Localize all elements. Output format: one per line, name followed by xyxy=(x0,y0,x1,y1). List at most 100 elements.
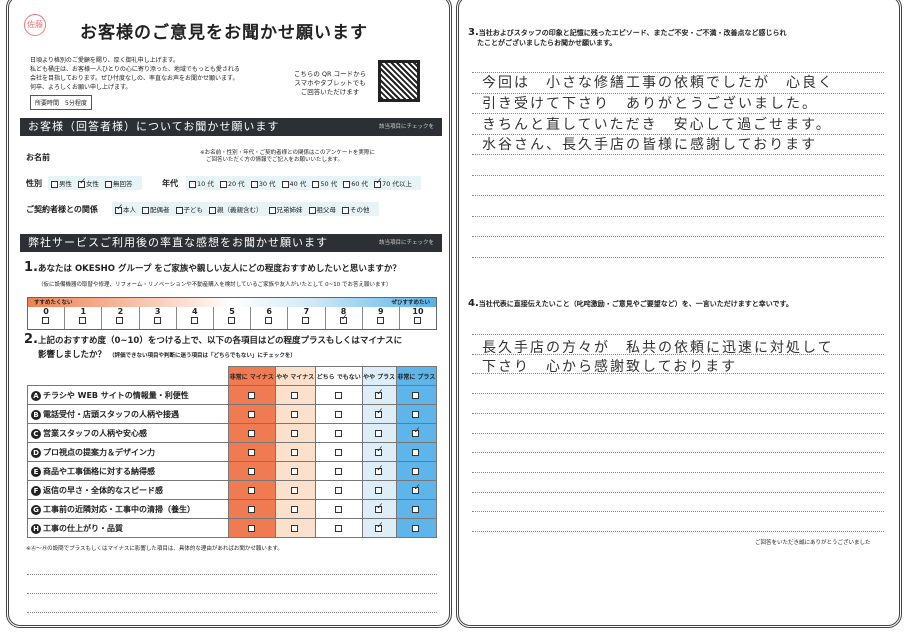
checkbox[interactable] xyxy=(375,388,384,399)
answer-line[interactable] xyxy=(472,195,884,196)
checkbox[interactable] xyxy=(175,206,183,214)
checkbox[interactable] xyxy=(281,180,289,188)
checkbox[interactable] xyxy=(42,317,50,324)
answer-line[interactable] xyxy=(472,92,884,94)
option-4[interactable]: 50 代 xyxy=(312,180,337,188)
checkbox[interactable] xyxy=(219,180,227,188)
checkbox[interactable] xyxy=(250,180,258,188)
option-6[interactable]: 70 代以上 xyxy=(374,177,412,188)
checkbox[interactable] xyxy=(375,407,384,418)
comment-line[interactable] xyxy=(27,612,437,613)
checkbox[interactable] xyxy=(334,448,342,456)
checkbox[interactable] xyxy=(247,486,255,494)
rating-cell[interactable] xyxy=(361,423,397,443)
comment-line[interactable] xyxy=(27,593,437,594)
scale-option-4[interactable]: 4 xyxy=(175,307,213,329)
checkbox[interactable] xyxy=(228,317,236,324)
rating-cell[interactable] xyxy=(228,404,276,424)
checkbox[interactable] xyxy=(247,391,255,399)
answer-line[interactable] xyxy=(472,256,884,258)
option-5[interactable]: 祖父母 xyxy=(308,206,336,214)
rating-cell[interactable] xyxy=(228,499,276,519)
checkbox[interactable] xyxy=(291,429,299,437)
answer-line[interactable] xyxy=(472,432,884,434)
checkbox[interactable] xyxy=(78,177,87,188)
checkbox[interactable] xyxy=(375,464,384,475)
scale-option-3[interactable]: 3 xyxy=(138,307,176,329)
option-2[interactable]: 子ども xyxy=(175,206,203,214)
checkbox[interactable] xyxy=(312,180,320,188)
checkbox[interactable] xyxy=(51,180,58,188)
checkbox[interactable] xyxy=(412,426,421,437)
checkbox[interactable] xyxy=(247,467,255,475)
checkbox[interactable] xyxy=(247,524,255,532)
answer-line[interactable] xyxy=(472,491,884,493)
checkbox[interactable] xyxy=(412,505,420,513)
checkbox[interactable] xyxy=(302,317,310,324)
rating-cell[interactable] xyxy=(361,442,397,462)
scale-option-1[interactable]: 1 xyxy=(64,307,101,329)
rating-cell[interactable] xyxy=(228,423,276,443)
checkbox[interactable] xyxy=(343,180,351,188)
rating-cell[interactable] xyxy=(228,385,276,405)
rating-cell[interactable] xyxy=(395,480,438,500)
checkbox[interactable] xyxy=(247,410,255,418)
rating-cell[interactable] xyxy=(314,404,363,424)
checkbox[interactable] xyxy=(308,206,316,214)
checkbox[interactable] xyxy=(265,317,273,324)
answer-line[interactable] xyxy=(472,174,884,176)
checkbox[interactable] xyxy=(291,467,299,475)
rating-cell[interactable] xyxy=(274,518,316,538)
rating-cell[interactable] xyxy=(274,423,316,443)
answer-line[interactable] xyxy=(472,452,884,454)
answer-line[interactable] xyxy=(472,471,884,473)
checkbox[interactable] xyxy=(413,317,421,324)
option-1[interactable]: 20 代 xyxy=(219,180,245,188)
checkbox[interactable] xyxy=(105,180,112,188)
scale-option-2[interactable]: 2 xyxy=(101,307,138,329)
rating-cell[interactable] xyxy=(395,385,438,405)
rating-cell[interactable] xyxy=(314,499,363,519)
rating-cell[interactable] xyxy=(314,423,363,443)
rating-cell[interactable] xyxy=(274,499,316,519)
checkbox[interactable] xyxy=(334,467,342,475)
checkbox[interactable] xyxy=(291,448,299,456)
rating-cell[interactable] xyxy=(314,461,363,481)
scale-option-0[interactable]: 0 xyxy=(28,307,64,329)
rating-cell[interactable] xyxy=(361,518,397,538)
checkbox[interactable] xyxy=(412,483,421,494)
rating-cell[interactable] xyxy=(314,480,363,500)
checkbox[interactable] xyxy=(142,206,149,214)
answer-line[interactable] xyxy=(472,113,884,114)
rating-cell[interactable] xyxy=(228,480,276,500)
answer-line[interactable] xyxy=(472,353,884,355)
checkbox[interactable] xyxy=(153,317,161,324)
option-4[interactable]: 兄弟姉妹 xyxy=(268,206,303,214)
rating-cell[interactable] xyxy=(395,499,438,519)
checkbox[interactable] xyxy=(247,505,255,513)
checkbox[interactable] xyxy=(291,486,299,494)
answer-line[interactable] xyxy=(472,373,884,375)
rating-cell[interactable] xyxy=(274,385,316,405)
checkbox[interactable] xyxy=(190,317,198,324)
answer-line[interactable] xyxy=(472,412,884,414)
answer-line[interactable] xyxy=(472,154,884,155)
checkbox[interactable] xyxy=(375,486,383,494)
checkbox[interactable] xyxy=(79,317,87,324)
qr-code-icon[interactable] xyxy=(378,60,420,102)
rating-cell[interactable] xyxy=(395,518,438,538)
option-1[interactable]: 女性 xyxy=(78,177,99,188)
rating-cell[interactable] xyxy=(395,404,438,424)
rating-cell[interactable] xyxy=(274,442,316,462)
answer-line[interactable] xyxy=(472,133,884,135)
scale-option-7[interactable]: 7 xyxy=(287,307,324,329)
rating-cell[interactable] xyxy=(395,423,438,443)
rating-cell[interactable] xyxy=(361,461,397,481)
checkbox[interactable] xyxy=(334,505,342,513)
checkbox[interactable] xyxy=(334,391,342,399)
rating-cell[interactable] xyxy=(395,461,438,481)
checkbox[interactable] xyxy=(247,429,255,437)
checkbox[interactable] xyxy=(412,410,420,418)
option-3[interactable]: 親（義親含む） xyxy=(209,206,263,214)
option-0[interactable]: 本人 xyxy=(115,203,136,214)
